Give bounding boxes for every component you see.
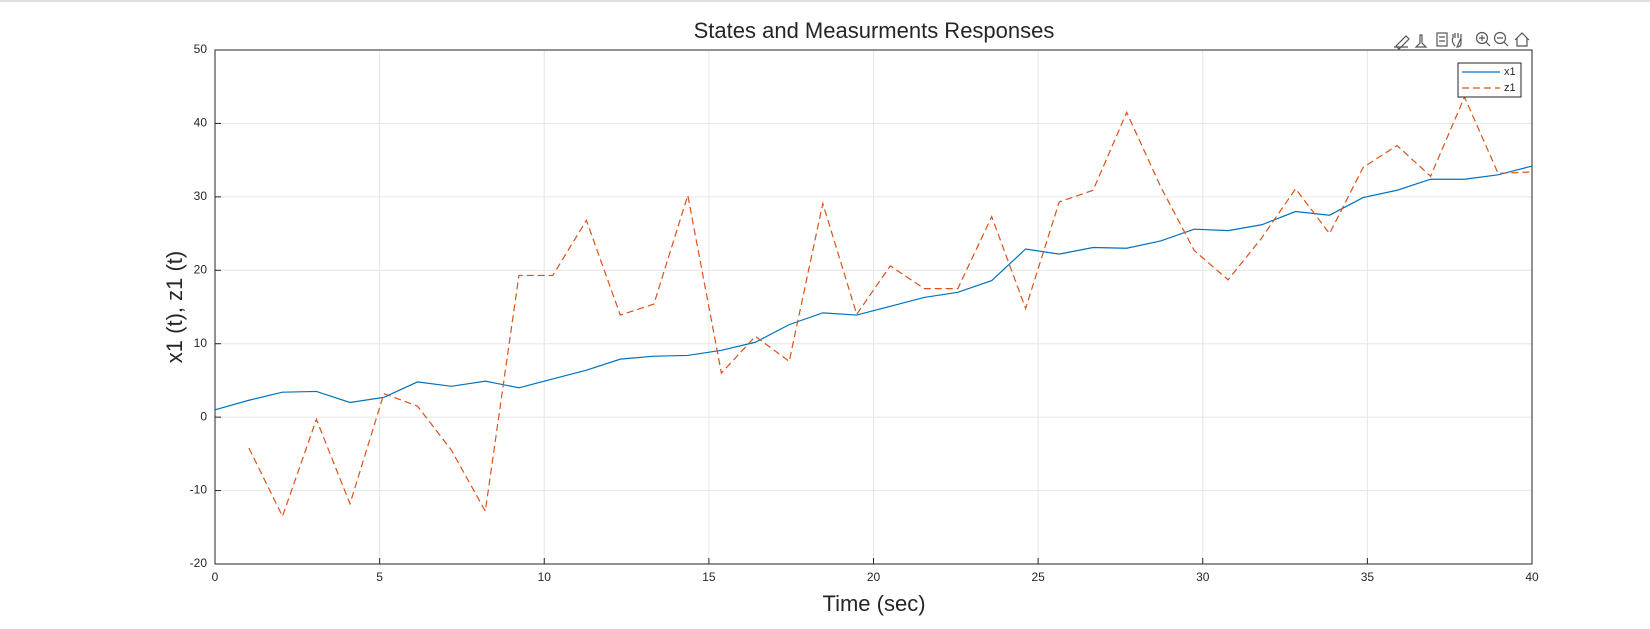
toolbar (1394, 31, 1530, 50)
x-tick-label: 20 (867, 570, 881, 584)
y-tick-label: 0 (200, 409, 207, 423)
x-tick-label: 0 (212, 570, 219, 584)
y-tick-label: 20 (194, 262, 208, 276)
x-tick-label: 5 (376, 570, 383, 584)
y-tick-label: 30 (194, 189, 208, 203)
line-series (214, 165, 1533, 411)
toolbar-button[interactable] (1514, 32, 1530, 47)
axes-box (214, 49, 1533, 565)
chart-title: States and Measurments Responses (694, 18, 1055, 43)
y-axis-label: x1 (t), z1 (t) (162, 251, 187, 363)
toolbar-button[interactable] (1493, 31, 1509, 47)
line-series (248, 95, 1533, 518)
y-tick-label: 40 (194, 116, 208, 130)
y-tick-label: 50 (194, 42, 208, 56)
x-axis-label: Time (sec) (822, 591, 925, 616)
toolbar-button[interactable] (1451, 33, 1462, 48)
legend-label: x1 (1504, 66, 1516, 78)
toolbar-button[interactable] (1475, 31, 1491, 47)
y-tick-label: 10 (194, 336, 208, 350)
y-tick-label: -10 (190, 483, 208, 497)
legend-box (1457, 62, 1522, 98)
toolbar-button[interactable] (1414, 34, 1428, 48)
toolbar-button[interactable] (1394, 35, 1410, 50)
x-tick-label: 15 (702, 570, 716, 584)
x-tick-label: 35 (1361, 570, 1375, 584)
legend-label: z1 (1504, 82, 1516, 94)
x-tick-label: 30 (1196, 570, 1210, 584)
x-tick-label: 25 (1031, 570, 1045, 584)
x-tick-label: 10 (538, 570, 552, 584)
x-tick-label: 40 (1525, 570, 1539, 584)
toolbar-button[interactable] (1436, 32, 1448, 47)
y-tick-label: -20 (190, 556, 208, 570)
